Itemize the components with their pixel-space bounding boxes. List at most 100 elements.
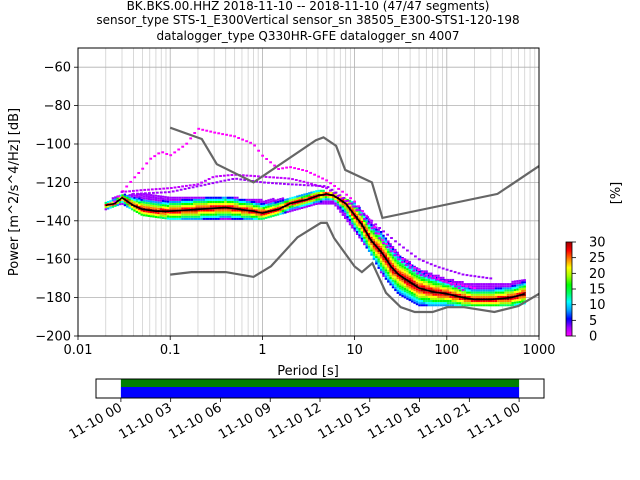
psd-cell — [138, 197, 141, 200]
psd-cell — [339, 202, 342, 205]
psd-cell — [257, 207, 261, 210]
psd-outlier-cell — [465, 274, 469, 277]
psd-cell — [420, 302, 423, 305]
psd-cell — [468, 304, 471, 307]
y-tick-label: −180 — [35, 291, 71, 306]
psd-cell — [114, 204, 117, 207]
psd-cell — [492, 285, 495, 288]
psd-cell — [140, 213, 143, 216]
psd-cell — [418, 278, 421, 281]
psd-cell — [233, 213, 237, 216]
psd-cell — [423, 293, 426, 296]
psd-outlier-cell — [273, 164, 276, 167]
psd-cell — [159, 212, 162, 215]
psd-cell — [432, 302, 435, 305]
psd-cell — [497, 291, 500, 294]
psd-cell — [466, 287, 469, 290]
psd-cell — [446, 300, 450, 303]
psd-outlier-cell — [225, 133, 228, 136]
psd-cell — [300, 206, 304, 209]
psd-cell — [513, 301, 517, 304]
psd-cell — [384, 271, 388, 274]
psd-cell — [250, 198, 253, 201]
psd-cell — [430, 304, 433, 307]
psd-cell — [286, 202, 289, 205]
psd-cell — [494, 285, 498, 288]
psd-cell — [367, 230, 371, 233]
psd-cell — [104, 208, 107, 211]
psd-cell — [444, 295, 447, 298]
psd-cell — [207, 203, 210, 206]
psd-cell — [468, 300, 471, 303]
psd-outlier-cell — [322, 185, 326, 188]
psd-cell — [516, 284, 519, 287]
psd-cell — [164, 213, 167, 216]
psd-cell — [365, 221, 368, 224]
psd-cell — [281, 210, 285, 213]
psd-outlier-cell — [377, 232, 380, 235]
psd-cell — [504, 283, 507, 286]
psd-cell — [372, 239, 376, 242]
psd-outlier-cell — [177, 148, 181, 151]
psd-cell — [171, 196, 174, 199]
psd-cell — [229, 200, 232, 203]
psd-cell — [351, 209, 354, 212]
psd-cell — [276, 200, 280, 203]
psd-cell — [367, 228, 371, 231]
psd-cell — [358, 206, 361, 209]
psd-cell — [379, 256, 383, 259]
psd-cell — [365, 240, 368, 243]
psd-cell — [123, 195, 127, 198]
psd-cell — [399, 293, 402, 296]
psd-cell — [485, 302, 488, 305]
psd-cell — [504, 302, 507, 305]
psd-cell — [396, 291, 399, 294]
psd-outlier-cell — [425, 261, 429, 264]
psd-cell — [224, 209, 227, 212]
psd-cell — [389, 270, 392, 273]
psd-cell — [154, 196, 158, 199]
psd-cell — [329, 198, 332, 201]
psd-cell — [521, 290, 524, 293]
psd-cell — [339, 204, 342, 207]
psd-cell — [379, 260, 383, 263]
psd-cell — [511, 289, 514, 292]
psd-cell — [260, 213, 263, 216]
psd-cell — [166, 209, 170, 212]
psd-cell — [367, 224, 371, 227]
psd-outlier-cell — [355, 209, 359, 212]
psd-cell — [391, 246, 395, 249]
psd-cell — [499, 293, 502, 296]
psd-cell — [233, 217, 237, 220]
psd-cell — [449, 278, 452, 281]
psd-outlier-cell — [213, 131, 217, 134]
psd-cell — [178, 211, 182, 214]
psd-cell — [389, 243, 392, 246]
psd-cell — [142, 201, 146, 204]
psd-cell — [387, 250, 390, 253]
psd-cell — [145, 193, 148, 196]
psd-cell — [502, 304, 505, 307]
psd-cell — [466, 295, 469, 298]
psd-outlier-cell — [302, 180, 306, 183]
psd-cell — [523, 298, 526, 301]
psd-cell — [384, 252, 388, 255]
psd-cell — [176, 217, 179, 220]
psd-cell — [418, 291, 421, 294]
psd-cell — [521, 285, 524, 288]
psd-cell — [260, 200, 263, 203]
colorbar-tick-label: 25 — [589, 251, 606, 266]
psd-cell — [164, 196, 167, 199]
psd-cell — [355, 213, 359, 216]
psd-outlier-cell — [290, 183, 294, 186]
psd-cell — [384, 265, 388, 268]
psd-cell — [176, 205, 179, 208]
psd-cell — [418, 297, 421, 300]
psd-cell — [379, 241, 383, 244]
psd-cell — [355, 228, 359, 231]
psd-cell — [423, 281, 426, 284]
psd-cell — [269, 209, 273, 212]
psd-cell — [379, 266, 383, 269]
psd-cell — [145, 204, 148, 207]
psd-cell — [135, 202, 139, 205]
